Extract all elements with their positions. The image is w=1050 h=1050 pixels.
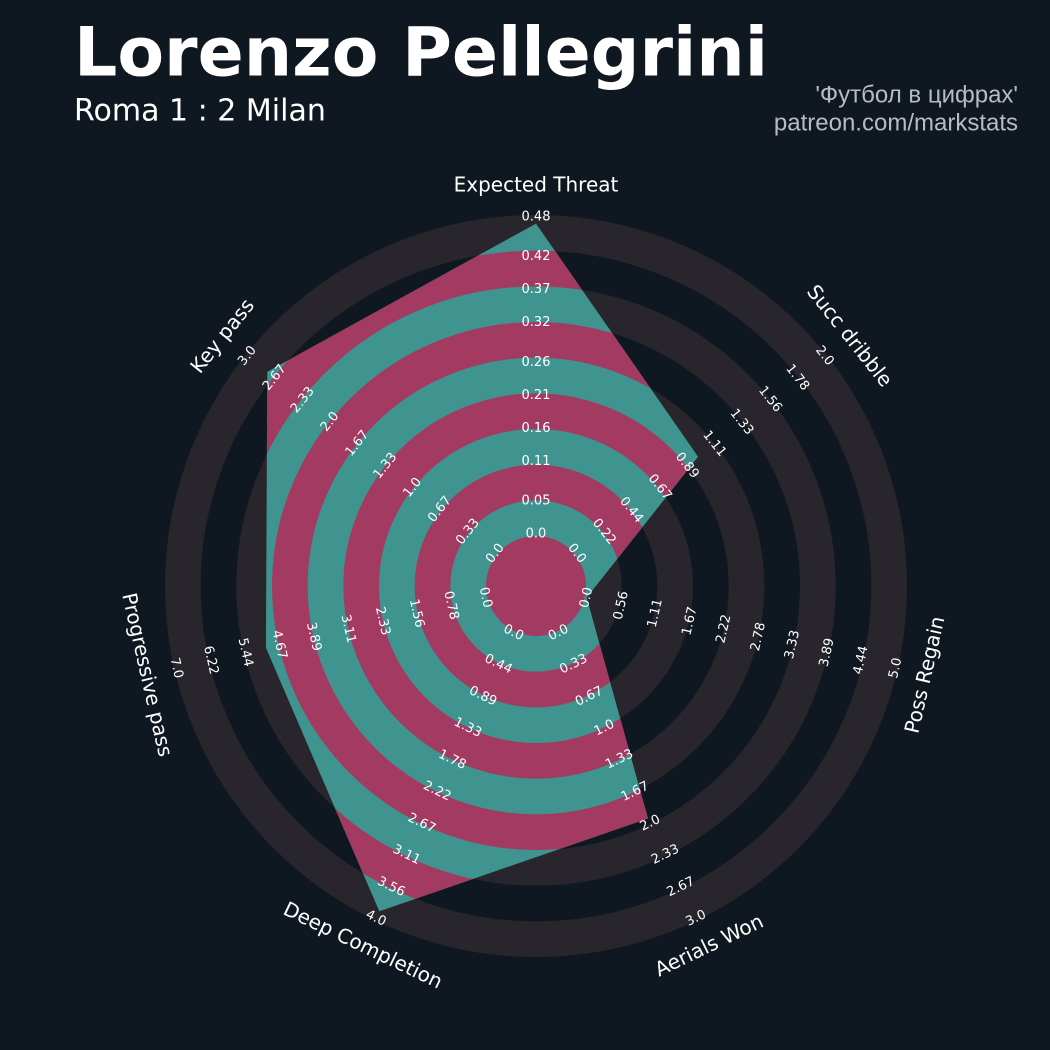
tick-label: 5.44 xyxy=(235,637,256,669)
tick-label: 2.22 xyxy=(713,613,734,645)
tick-label: 1.11 xyxy=(645,597,666,629)
radar-ring xyxy=(271,321,699,851)
tick-label: 0.16 xyxy=(522,421,551,436)
tick-label: 3.11 xyxy=(337,613,358,645)
credit: 'Футбол в цифрах' xyxy=(815,81,1018,108)
chart-title: Lorenzo Pellegrini xyxy=(74,14,768,93)
tick-label: 0.48 xyxy=(522,210,551,225)
tick-label: 4.67 xyxy=(269,629,290,661)
tick-label: 3.89 xyxy=(303,621,324,653)
credit: patreon.com/markstats xyxy=(774,109,1018,136)
tick-label: 0.32 xyxy=(522,315,551,330)
tick-label: 1.67 xyxy=(679,605,700,637)
tick-label: 2.78 xyxy=(748,621,769,653)
param-label: Expected Threat xyxy=(454,173,619,197)
tick-label: 5.0 xyxy=(886,656,905,680)
tick-label: 0.0 xyxy=(476,586,495,610)
tick-label: 1.56 xyxy=(406,598,427,630)
tick-label: 4.44 xyxy=(851,644,872,676)
tick-label: 0.56 xyxy=(611,590,632,622)
tick-label: 0.11 xyxy=(522,454,551,469)
tick-label: 0.0 xyxy=(577,586,596,610)
radar-ring xyxy=(343,393,699,779)
tick-label: 0.42 xyxy=(522,249,551,264)
tick-label: 2.33 xyxy=(372,605,393,637)
tick-label: 0.26 xyxy=(522,355,551,370)
tick-label: 6.22 xyxy=(200,644,221,676)
tick-label: 0.37 xyxy=(522,282,551,297)
tick-label: 0.0 xyxy=(526,527,547,542)
tick-label: 3.33 xyxy=(782,629,803,661)
tick-label: 0.21 xyxy=(522,388,551,403)
chart-subtitle: Roma 1 : 2 Milan xyxy=(74,94,326,129)
tick-label: 7.0 xyxy=(167,656,186,680)
inner-circle xyxy=(486,536,586,636)
tick-label: 3.89 xyxy=(817,637,838,669)
tick-label: 0.05 xyxy=(522,493,551,508)
radar xyxy=(265,223,699,912)
tick-label: 0.78 xyxy=(440,590,461,622)
